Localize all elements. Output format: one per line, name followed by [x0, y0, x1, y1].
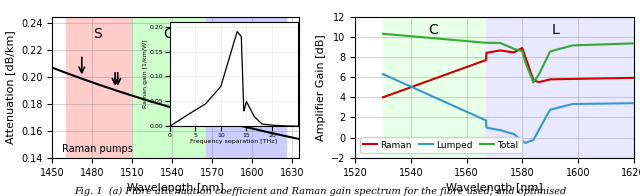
- Text: Fig. 1  (a) Fibre attenuation coefficient and Raman gain spectrum for the fibre : Fig. 1 (a) Fibre attenuation coefficient…: [74, 187, 566, 196]
- Lumped: [630, 102, 637, 104]
- Y-axis label: Amplifier Gain [dB]: Amplifier Gain [dB]: [316, 34, 326, 141]
- X-axis label: Wavelength [nm]: Wavelength [nm]: [446, 183, 543, 193]
- Total: [455, 39, 463, 42]
- Lumped: [438, 99, 446, 102]
- Lumped: [379, 73, 387, 75]
- Text: C: C: [163, 27, 173, 41]
- Raman: [438, 75, 446, 77]
- Line: Lumped: Lumped: [383, 74, 634, 143]
- Bar: [205, 17, 285, 158]
- Total: [573, 44, 580, 46]
- Lumped: [541, 117, 549, 120]
- Lumped: [522, 142, 529, 144]
- Total: [447, 39, 455, 41]
- Y-axis label: Attenuation [dB/km]: Attenuation [dB/km]: [6, 30, 15, 144]
- Raman: [630, 77, 637, 79]
- Bar: [132, 17, 205, 158]
- Total: [605, 43, 612, 45]
- Line: Raman: Raman: [383, 48, 634, 97]
- Text: L: L: [552, 23, 559, 37]
- X-axis label: Frequency separation [THz]: Frequency separation [THz]: [190, 139, 277, 144]
- Lumped: [455, 107, 463, 110]
- Bar: [383, 17, 486, 158]
- Text: L: L: [239, 27, 247, 41]
- Raman: [518, 47, 526, 49]
- Total: [630, 42, 637, 44]
- Raman: [541, 79, 549, 82]
- Total: [438, 38, 446, 40]
- Raman: [573, 78, 580, 80]
- Line: Total: Total: [383, 34, 634, 83]
- Y-axis label: Raman gain [1/km/W]: Raman gain [1/km/W]: [143, 40, 148, 108]
- Total: [541, 60, 549, 63]
- Total: [379, 33, 387, 35]
- Legend: Raman, Lumped, Total: Raman, Lumped, Total: [360, 137, 522, 153]
- Lumped: [573, 103, 580, 105]
- Raman: [455, 69, 463, 71]
- Raman: [379, 96, 387, 98]
- Text: S: S: [93, 27, 102, 41]
- Lumped: [447, 103, 455, 106]
- Text: Raman pumps: Raman pumps: [62, 144, 132, 154]
- Bar: [486, 17, 634, 158]
- Text: C: C: [428, 23, 438, 37]
- Raman: [605, 77, 612, 79]
- Raman: [447, 72, 455, 74]
- X-axis label: Wavelength [nm]: Wavelength [nm]: [127, 183, 224, 193]
- Bar: [66, 17, 132, 158]
- Total: [529, 81, 537, 84]
- Lumped: [605, 102, 612, 105]
